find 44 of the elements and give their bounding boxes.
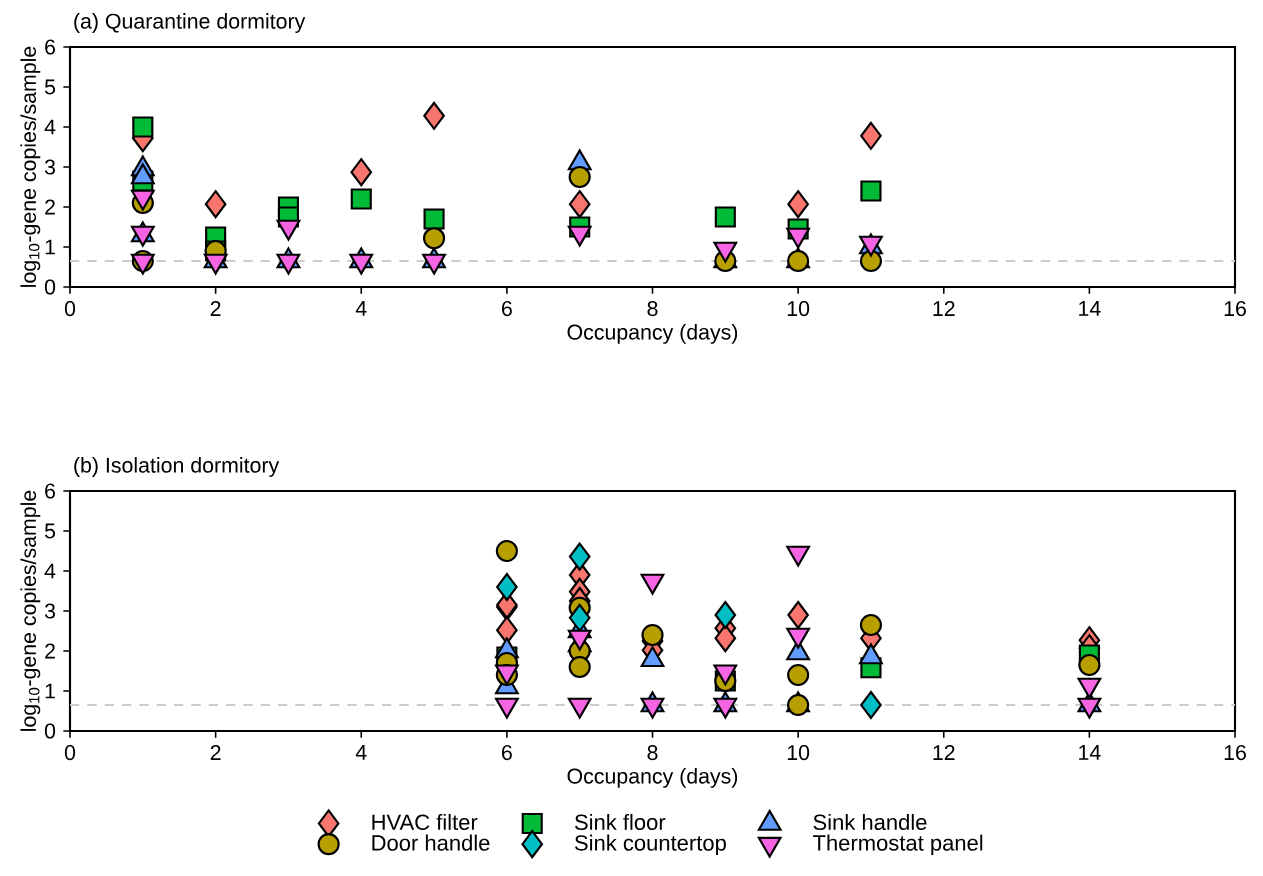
- x-tick-label: 6: [502, 745, 512, 761]
- x-tick-label: 16: [1224, 301, 1246, 317]
- chart-title: (a) Quarantine dormitory: [74, 13, 306, 33]
- x-tick-label: 10: [787, 301, 810, 317]
- y-tick-label: 3: [44, 159, 56, 175]
- legend-label: Sink handle: [813, 813, 927, 831]
- legend-label: Thermostat panel: [813, 834, 983, 856]
- legend-label: Door handle: [372, 834, 490, 851]
- y-tick-label: 6: [45, 39, 56, 55]
- y-tick-label: 2: [45, 199, 55, 215]
- y-tick-label: 1: [45, 683, 55, 699]
- y-tick-label: 1: [45, 239, 55, 255]
- chart-title: (b) Isolation dormitory: [74, 457, 280, 477]
- x-tick-label: 2: [210, 745, 221, 760]
- x-tick-label: 8: [647, 301, 658, 317]
- y-tick-label: 5: [44, 79, 56, 95]
- legend-label: Sink countertop: [574, 834, 726, 856]
- x-tick-label: 12: [933, 301, 955, 316]
- y-tick-label: 6: [45, 483, 56, 499]
- legend-label: Sink floor: [574, 813, 666, 831]
- y-tick-label: 2: [45, 643, 55, 659]
- y-axis-title: log$_{10}$-gene copies/sample: [20, 490, 41, 731]
- y-tick-label: 4: [44, 563, 56, 579]
- y-tick-label: 5: [44, 523, 56, 539]
- y-tick-label: 0: [44, 279, 56, 295]
- x-tick-label: 0: [64, 745, 76, 761]
- x-tick-label: 8: [647, 745, 658, 761]
- x-tick-label: 16: [1224, 745, 1246, 761]
- x-tick-label: 6: [502, 301, 512, 317]
- y-tick-label: 4: [44, 119, 56, 135]
- x-axis-title: Occupancy (days): [567, 323, 738, 344]
- x-tick-label: 4: [355, 745, 367, 760]
- x-tick-label: 2: [210, 301, 221, 316]
- x-tick-label: 12: [933, 745, 955, 760]
- y-tick-label: 0: [44, 723, 56, 739]
- x-tick-label: 0: [64, 301, 76, 317]
- legend-label: HVAC filter: [372, 813, 478, 831]
- x-tick-label: 14: [1079, 301, 1101, 316]
- x-tick-label: 10: [787, 745, 810, 761]
- y-tick-label: 3: [44, 603, 56, 619]
- x-axis-title: Occupancy (days): [567, 767, 738, 788]
- x-tick-label: 4: [355, 301, 367, 316]
- x-tick-label: 14: [1079, 745, 1101, 760]
- y-axis-title: log$_{10}$-gene copies/sample: [20, 46, 41, 287]
